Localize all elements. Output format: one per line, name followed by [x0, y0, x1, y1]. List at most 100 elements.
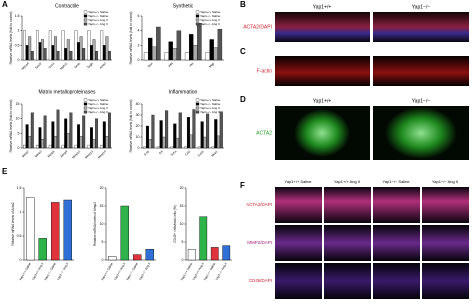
x-tick-label: Cnn1 — [48, 61, 56, 69]
bar — [148, 139, 152, 149]
bar — [100, 144, 104, 149]
x-tick-label: Mcp1 — [210, 149, 218, 157]
bar — [165, 110, 169, 149]
bar — [53, 36, 57, 61]
legend-swatch — [83, 18, 88, 22]
bar — [89, 45, 93, 61]
x-tick-label: Yap1+/+ Ang II — [31, 262, 44, 281]
y-tick-label: 0.5 — [17, 234, 22, 238]
bar — [53, 136, 57, 149]
bar — [64, 118, 68, 149]
micrograph — [275, 56, 370, 86]
x-tick-label: Acta2 — [99, 61, 107, 69]
bar — [69, 112, 73, 149]
bar — [23, 30, 27, 61]
y-tick-label: 30 — [136, 113, 140, 117]
bar — [48, 144, 52, 149]
panel-label: C — [240, 47, 246, 56]
bar — [28, 36, 32, 61]
cell — [385, 107, 457, 159]
legend-swatch — [83, 14, 88, 18]
bar — [38, 42, 42, 61]
bar — [209, 39, 214, 61]
bar — [211, 146, 215, 149]
bar — [87, 30, 91, 61]
y-tick-label: 15 — [180, 204, 184, 208]
y-axis-label: Relative mRNA levels of Mmp2 — [93, 202, 97, 246]
legend-label: Yap1−/− Ang II — [88, 22, 108, 26]
bar — [145, 125, 149, 149]
y-axis-label: Relative mRNA levels (fold to control) — [129, 100, 133, 153]
bar — [61, 30, 65, 61]
stain-label: CD45/DAPI — [249, 278, 272, 283]
bar — [143, 146, 147, 149]
bar — [210, 247, 219, 261]
micrograph — [275, 225, 322, 261]
bar — [203, 136, 207, 149]
micrograph — [373, 263, 420, 299]
legend-swatch — [195, 106, 200, 110]
legend-swatch — [83, 22, 88, 26]
bar — [100, 30, 104, 61]
bar — [41, 139, 45, 149]
legend-swatch — [195, 10, 200, 14]
y-tick-label: 0 — [18, 58, 20, 62]
y-tick-label: 10 — [16, 117, 20, 121]
legend-swatch — [195, 102, 200, 106]
y-tick-label: 1 — [18, 29, 20, 33]
bar — [189, 134, 193, 149]
x-tick-label: Sm22 — [34, 61, 43, 70]
x-tick-label: Myh11 — [59, 61, 68, 70]
y-tick-label: 0.5 — [15, 43, 20, 47]
x-tick-label: Il-6 — [158, 149, 164, 155]
bar — [82, 115, 86, 149]
bar — [108, 256, 117, 261]
legend-label: Yap1+/+ Saline — [88, 10, 109, 14]
bar — [77, 42, 81, 61]
bar — [217, 135, 221, 149]
micrograph — [422, 187, 469, 223]
y-tick-label: 2 — [138, 43, 140, 47]
legend-swatch — [83, 102, 88, 106]
bar — [35, 30, 39, 61]
bar — [200, 121, 204, 149]
bar — [217, 29, 223, 61]
bar — [145, 248, 154, 261]
legend-swatch — [83, 98, 88, 102]
bar — [176, 30, 182, 61]
bar — [213, 47, 218, 61]
y-tick-label: 1.5 — [15, 14, 20, 18]
micrograph — [275, 263, 322, 299]
bar — [184, 52, 190, 61]
bar — [79, 136, 83, 149]
bar — [82, 48, 86, 61]
bar — [222, 245, 231, 261]
legend-label: Yap1+/+ Ang II — [200, 106, 220, 110]
bar — [214, 119, 218, 149]
bar — [187, 248, 196, 261]
legend-swatch — [83, 110, 88, 114]
x-tick-label: Tnf-a — [170, 149, 178, 157]
x-tick-label: Mmp14 — [97, 149, 107, 159]
bar — [30, 112, 34, 149]
y-axis-label: Relative mRNA levels (fold to control) — [9, 100, 13, 153]
bar — [168, 41, 173, 61]
x-tick-label: Yap1−/− Saline — [43, 262, 57, 282]
stain-label: ACTA2/DAPI — [246, 202, 272, 207]
bar — [162, 136, 166, 149]
bar — [63, 199, 72, 261]
bar — [192, 109, 196, 149]
legend-swatch — [195, 14, 200, 18]
y-tick-label: 5 — [18, 131, 20, 135]
micrograph — [324, 225, 371, 261]
x-tick-label: Mmp3 — [34, 149, 43, 158]
bar — [219, 111, 223, 149]
x-tick-label: Yap1−/− Ang II — [138, 262, 151, 281]
y-tick-label: 1 — [20, 210, 22, 214]
panel-f-images — [275, 187, 469, 299]
y-axis-label: CD45+ cells/total cells (%) — [173, 205, 177, 242]
y-axis-label: Relative mRNA levels of Acta2 — [11, 202, 15, 245]
y-tick-label: 10 — [100, 222, 104, 226]
x-tick-label: Yap1−/− Ang II — [215, 262, 228, 281]
bar — [95, 51, 99, 61]
